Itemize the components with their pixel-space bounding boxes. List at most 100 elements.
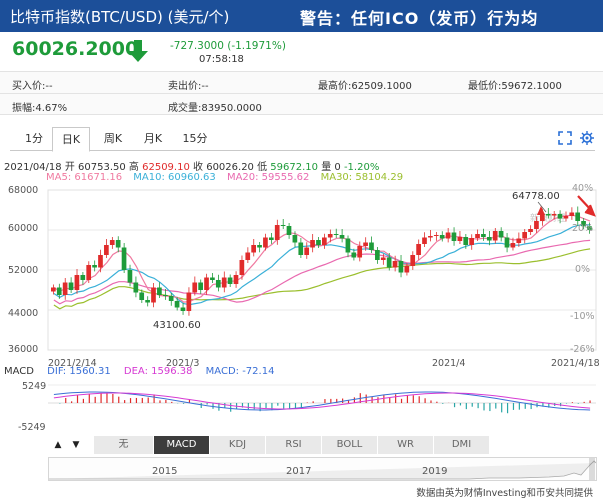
ma20-line [53, 239, 591, 305]
ma30-label: MA30: 58104.29 [320, 172, 404, 183]
candle-body [316, 240, 321, 245]
candle-body [522, 232, 527, 239]
nav-up-icon[interactable]: ▲ [54, 440, 62, 450]
timeline-window[interactable] [589, 458, 595, 480]
candle-body [51, 287, 56, 292]
ma10-line-path [53, 224, 591, 306]
y-tick-68000: 68000 [8, 185, 38, 196]
y-right-neg10: -10% [570, 311, 595, 322]
y-right-20: 20% [572, 223, 593, 234]
annotation-high-leader [537, 201, 547, 213]
candle-body [404, 266, 410, 273]
candle-body [492, 231, 498, 241]
candle-body [451, 232, 457, 241]
y-tick-44000: 44000 [8, 308, 38, 319]
current-price: 60026.2000 [12, 38, 139, 60]
page-title: 比特币指数(BTC/USD) (美元/个) [10, 8, 230, 26]
chart-grid [47, 189, 597, 351]
indicator-macd-button[interactable]: MACD [154, 436, 210, 454]
indicator-wr-button[interactable]: WR [378, 436, 434, 454]
macd-legend: MACD DIF: 1560.31 DEA: 1596.38 MACD: -72… [4, 366, 284, 377]
candle-body [204, 277, 209, 290]
candle-body [192, 282, 198, 293]
quote-time: 07:58:18 [199, 54, 244, 65]
candle-body [410, 255, 416, 266]
candle-body [174, 301, 180, 308]
warning-notice: 警告：任何ICO（发币）行为均 [300, 9, 539, 28]
fullscreen-icon[interactable] [558, 131, 572, 145]
open-label: 开 [64, 162, 75, 173]
y-right-40: 40% [572, 183, 593, 194]
timeline-navigator[interactable] [48, 457, 597, 481]
red-arrow-icon [577, 195, 596, 217]
timeline-sparkline [49, 458, 597, 480]
ma10-line [53, 224, 591, 306]
indicator-boll-button[interactable]: BOLL [322, 436, 378, 454]
price-change: -727.3000 (-1.1971%) [170, 40, 286, 52]
candle-body [215, 280, 221, 288]
candle-body [587, 226, 592, 230]
high-price: 最高价:62509.1000 [318, 81, 412, 92]
candle-body [304, 247, 310, 255]
tab-daily[interactable]: 日K [52, 127, 90, 152]
candle-body [86, 265, 92, 280]
candle-body [127, 270, 133, 283]
candle-body [210, 277, 215, 280]
candle-body [268, 237, 274, 240]
candle-body [133, 282, 139, 293]
candle-body [80, 275, 86, 280]
candle-body [162, 295, 168, 296]
annotation-low: 43100.60 [153, 320, 201, 331]
dea-line [53, 392, 591, 410]
x-tick-0: 2021/2/14 [48, 358, 97, 369]
candlestick-chart[interactable]: 新浪财经 68000 60000 52000 44000 36000 40% 2… [0, 180, 603, 436]
tab-weekly[interactable]: 周K [103, 132, 123, 145]
candles [51, 206, 592, 316]
tab-15min[interactable]: 15分 [182, 132, 208, 145]
candle-body [245, 252, 251, 260]
settings-icon[interactable] [580, 131, 594, 145]
y-tick-60000: 60000 [8, 223, 38, 234]
candle-body [274, 225, 280, 240]
candle-body [221, 277, 227, 288]
candle-body [581, 221, 586, 227]
candle-body [98, 255, 103, 268]
indicator-rsi-button[interactable]: RSI [266, 436, 322, 454]
nav-down-icon[interactable]: ▼ [72, 440, 80, 450]
candle-body [186, 292, 192, 311]
candle-body [498, 231, 504, 238]
candle-body [56, 287, 62, 295]
close-label: 收 [193, 162, 204, 173]
candle-body [74, 275, 80, 290]
candle-body [168, 296, 174, 301]
candle-body [416, 244, 421, 255]
low-label: 低 [257, 162, 268, 173]
high-label: 高 [128, 162, 139, 173]
ohlc-summary: 2021/04/18 开 60753.50 高 62509.10 收 60026… [4, 158, 379, 173]
indicator-dmi-button[interactable]: DMI [434, 436, 490, 454]
macd-title: MACD [4, 366, 34, 377]
candle-body [475, 234, 480, 238]
stats-table: 买入价:-- 卖出价:-- 最高价:62509.1000 最低价:59672.1… [0, 71, 603, 115]
indicator-kdj-button[interactable]: KDJ [210, 436, 266, 454]
ma30-line [53, 248, 591, 310]
macd-value-label: MACD: -72.14 [205, 366, 275, 377]
tab-1min[interactable]: 1分 [25, 132, 43, 145]
tab-monthly[interactable]: 月K [143, 132, 163, 145]
candle-body [463, 237, 469, 245]
candle-body [233, 275, 239, 284]
indicator-none-button[interactable]: 无 [94, 436, 154, 454]
period-tabs: 1分 日K 周K 月K 15分 [10, 127, 595, 152]
candle-body [457, 237, 463, 241]
candle-body [104, 245, 109, 255]
ohlc-date: 2021/04/18 [4, 162, 62, 173]
year-2017: 2017 [286, 466, 312, 477]
high-value: 62509.10 [142, 162, 190, 173]
ma30-line-path [53, 248, 591, 310]
candle-body [545, 214, 551, 216]
candle-body [528, 229, 533, 232]
candle-body [375, 250, 380, 260]
candle-body [151, 287, 156, 303]
candle-body [563, 216, 569, 219]
ma10-label: MA10: 60960.63 [133, 172, 216, 183]
